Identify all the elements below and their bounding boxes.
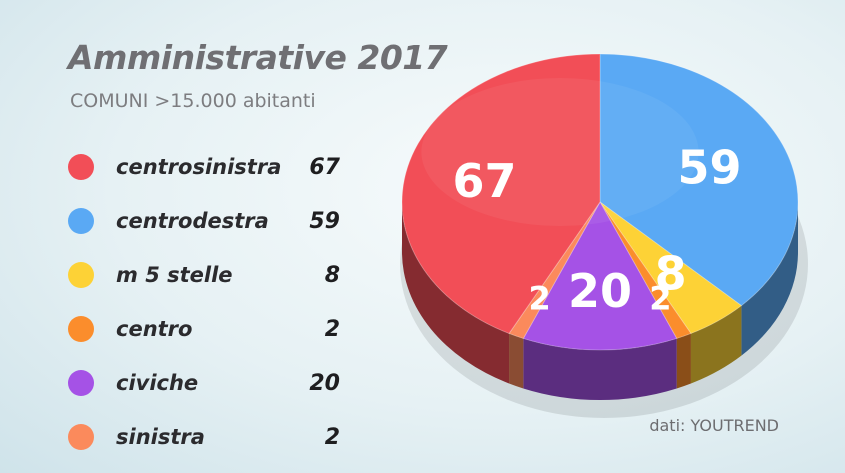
legend-item-sinistra: sinistra 2: [68, 410, 340, 464]
legend-label: centro: [116, 317, 193, 341]
legend-dot-centrodestra: [68, 208, 94, 234]
pie-side-civiche: [523, 338, 677, 401]
slice-value-m-5-stelle: 8: [655, 246, 687, 300]
legend-value: 2: [324, 316, 340, 342]
legend-dot-civiche: [68, 370, 94, 396]
pie-side-m-5-stelle: [690, 305, 742, 384]
pie-slice-centrodestra: [599, 53, 799, 307]
legend-value: 59: [309, 208, 340, 234]
legend-value: 67: [309, 154, 340, 180]
legend-label: m 5 stelle: [116, 263, 233, 287]
legend-dot-sinistra: [68, 424, 94, 450]
pie-slice-centro: [599, 201, 692, 340]
legend: centrosinistra 67 centrodestra 59 m 5 st…: [68, 140, 340, 464]
legend-item-centro: centro 2: [68, 302, 340, 356]
legend-item-m5stelle: m 5 stelle 8: [68, 248, 340, 302]
legend-dot-m5stelle: [68, 262, 94, 288]
legend-label: civiche: [116, 371, 199, 395]
pie-slice-civiche: [522, 200, 678, 351]
legend-item-centrosinistra: centrosinistra 67: [68, 140, 340, 194]
pie-slice-centrosinistra: [401, 53, 601, 335]
pie-side-centrosinistra: [402, 202, 510, 384]
chart-subtitle: COMUNI >15.000 abitanti: [70, 90, 316, 112]
pie-slice-sinistra: [508, 201, 601, 340]
pie-highlight: [421, 78, 699, 226]
pie-side-centrodestra: [741, 202, 798, 356]
legend-value: 2: [324, 424, 340, 450]
legend-label: centrosinistra: [116, 155, 282, 179]
slice-value-sinistra: 2: [528, 280, 550, 318]
slice-value-centro: 2: [649, 280, 671, 318]
pie-side-centro: [676, 333, 691, 389]
legend-item-civiche: civiche 20: [68, 356, 340, 410]
legend-label: sinistra: [116, 425, 205, 449]
pie-slice-m-5-stelle: [599, 201, 743, 335]
legend-value: 20: [309, 370, 340, 396]
legend-label: centrodestra: [116, 209, 269, 233]
source-note: dati: YOUTREND: [649, 416, 779, 435]
legend-value: 8: [324, 262, 340, 288]
legend-dot-centro: [68, 316, 94, 342]
legend-item-centrodestra: centrodestra 59: [68, 194, 340, 248]
slice-value-civiche: 20: [568, 264, 632, 318]
chart-title: Amministrative 2017: [68, 38, 448, 77]
slice-value-centrodestra: 59: [678, 141, 742, 195]
slice-value-centrosinistra: 67: [453, 154, 517, 208]
legend-dot-centrosinistra: [68, 154, 94, 180]
pie-side-sinistra: [509, 333, 524, 389]
